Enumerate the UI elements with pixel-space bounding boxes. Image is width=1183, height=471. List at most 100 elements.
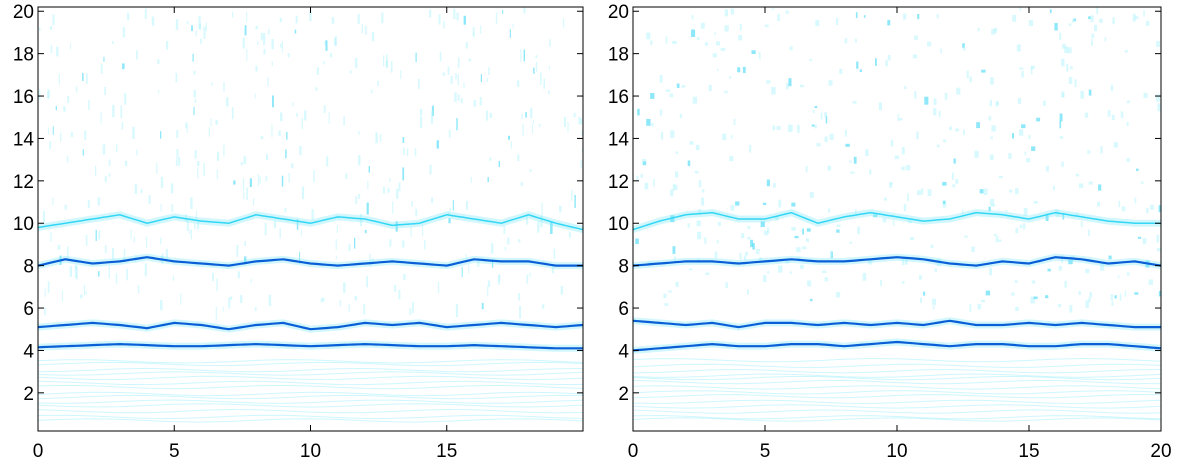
noise-speck bbox=[730, 8, 734, 15]
noise-speck bbox=[815, 19, 820, 27]
noise-speck bbox=[635, 238, 639, 245]
noise-speck bbox=[738, 35, 743, 41]
background-streak bbox=[633, 379, 1161, 385]
noise-speck bbox=[1078, 291, 1081, 295]
noise-speck bbox=[473, 100, 476, 107]
noise-speck bbox=[279, 17, 282, 23]
noise-speck bbox=[335, 238, 337, 250]
noise-speck bbox=[316, 67, 319, 75]
noise-speck bbox=[674, 256, 676, 263]
noise-speck bbox=[172, 275, 174, 281]
noise-speck bbox=[487, 177, 489, 183]
noise-speck bbox=[1113, 142, 1118, 148]
noise-speck bbox=[853, 156, 857, 164]
noise-speck bbox=[814, 124, 817, 129]
noise-speck bbox=[681, 85, 686, 88]
background-streak bbox=[38, 375, 583, 381]
noise-speck bbox=[86, 73, 88, 84]
noise-speck bbox=[777, 14, 780, 21]
noise-speck bbox=[580, 159, 582, 169]
noise-speck bbox=[185, 122, 188, 129]
noise-speck bbox=[439, 51, 442, 62]
noise-speck bbox=[540, 72, 542, 85]
noise-speck bbox=[498, 274, 501, 282]
noise-speck bbox=[914, 35, 918, 40]
noise-speck bbox=[673, 184, 678, 191]
noise-speck bbox=[532, 119, 534, 125]
noise-speck bbox=[288, 173, 290, 183]
noise-speck bbox=[403, 147, 405, 155]
noise-speck bbox=[741, 233, 745, 239]
noise-speck bbox=[324, 41, 326, 46]
noise-speck bbox=[67, 95, 70, 103]
noise-speck bbox=[730, 135, 733, 139]
noise-speck bbox=[1111, 114, 1115, 121]
noise-speck bbox=[55, 105, 57, 111]
noise-speck bbox=[1156, 41, 1160, 48]
noise-speck bbox=[1059, 32, 1062, 40]
noise-speck bbox=[457, 74, 459, 86]
noise-speck bbox=[175, 72, 178, 83]
noise-speck bbox=[1120, 111, 1124, 118]
noise-speck bbox=[231, 107, 234, 120]
noise-speck bbox=[1118, 200, 1121, 208]
noise-speck bbox=[84, 130, 87, 140]
noise-speck bbox=[903, 13, 907, 20]
noise-speck bbox=[1124, 50, 1128, 53]
noise-speck bbox=[233, 180, 236, 185]
noise-speck bbox=[160, 176, 164, 188]
noise-speck bbox=[701, 197, 705, 206]
noise-speck bbox=[698, 208, 702, 215]
noise-speck bbox=[486, 77, 488, 83]
noise-speck bbox=[348, 243, 351, 252]
noise-speck bbox=[1117, 275, 1120, 278]
noise-speck bbox=[1080, 221, 1083, 228]
noise-speck bbox=[1079, 183, 1084, 189]
noise-speck bbox=[786, 83, 789, 90]
noise-speck bbox=[437, 281, 440, 294]
noise-speck bbox=[487, 280, 491, 287]
noise-speck bbox=[98, 271, 100, 277]
noise-speck bbox=[121, 121, 124, 130]
noise-speck bbox=[301, 186, 305, 200]
noise-speck bbox=[917, 14, 920, 20]
y-tick-label: 2 bbox=[23, 384, 34, 405]
noise-speck bbox=[698, 180, 702, 188]
noise-speck bbox=[636, 175, 639, 181]
noise-speck bbox=[430, 111, 434, 124]
noise-speck bbox=[916, 131, 919, 140]
noise-speck bbox=[412, 302, 414, 314]
noise-speck bbox=[1088, 181, 1093, 185]
noise-speck bbox=[292, 102, 294, 107]
noise-speck bbox=[75, 86, 78, 93]
noise-speck bbox=[687, 223, 690, 228]
noise-speck bbox=[339, 300, 342, 307]
background-streak bbox=[38, 403, 583, 408]
noise-speck bbox=[952, 184, 956, 188]
noise-speck bbox=[456, 12, 459, 21]
noise-speck bbox=[250, 278, 252, 284]
noise-speck bbox=[387, 188, 390, 193]
noise-speck bbox=[560, 285, 563, 295]
noise-speck bbox=[1061, 255, 1063, 263]
noise-speck bbox=[124, 160, 128, 167]
background-streak bbox=[633, 414, 1161, 420]
noise-speck bbox=[923, 291, 926, 296]
noise-speck bbox=[1005, 209, 1008, 213]
noise-speck bbox=[920, 297, 922, 303]
noise-speck bbox=[190, 197, 193, 209]
noise-speck bbox=[1156, 94, 1161, 102]
ridge-line-4 bbox=[633, 211, 1161, 231]
noise-speck bbox=[402, 240, 405, 248]
noise-speck bbox=[828, 80, 833, 86]
noise-speck bbox=[410, 226, 412, 237]
noise-speck bbox=[1021, 71, 1024, 78]
noise-speck bbox=[137, 285, 140, 294]
background-streak bbox=[633, 375, 1161, 381]
noise-speck bbox=[581, 148, 583, 152]
noise-speck bbox=[776, 126, 781, 130]
noise-speck bbox=[646, 32, 651, 40]
noise-speck bbox=[676, 83, 680, 88]
noise-speck bbox=[936, 14, 939, 19]
noise-speck bbox=[716, 41, 720, 46]
